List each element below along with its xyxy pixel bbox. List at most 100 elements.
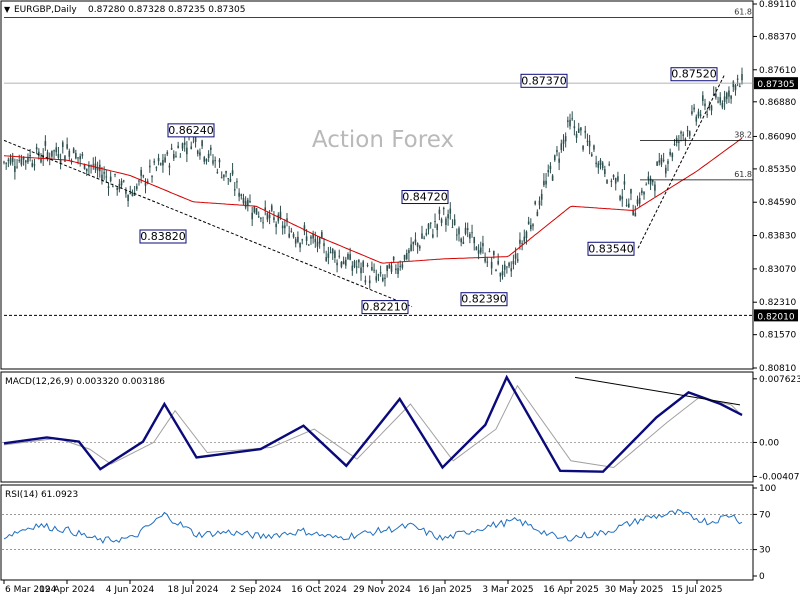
- candle-body: [401, 264, 404, 268]
- candle-body: [466, 228, 469, 230]
- candle-body: [210, 147, 212, 150]
- main-layer: 61.8 38.2 61.8 0.87370 0.87520 0.86240 0.84720…: [3, 8, 753, 316]
- candle-body: [697, 111, 700, 117]
- candle-body: [170, 148, 173, 150]
- candle-body: [397, 268, 399, 275]
- candle-body: [538, 200, 541, 206]
- candle-body: [336, 262, 338, 266]
- price-tick-label: 0.83070: [759, 265, 796, 275]
- rsi-frame: [0, 484, 754, 581]
- candle-body: [438, 209, 441, 214]
- fib-label: 61.8: [734, 170, 752, 179]
- macd-signal-line: [3, 384, 743, 469]
- candle-body: [155, 167, 158, 169]
- candle-body: [199, 152, 201, 156]
- date-tick-label: 16 Jan 2025: [418, 585, 472, 595]
- candle-body: [545, 180, 547, 185]
- date-tick-label: 3 Mar 2025: [482, 585, 533, 595]
- moving-average-line: [3, 137, 743, 264]
- candle-body: [218, 159, 221, 163]
- candle-body: [127, 194, 129, 202]
- candle-body: [24, 160, 27, 163]
- price-label-box: [587, 241, 635, 256]
- candle-body: [129, 192, 132, 194]
- date-tick-label: 29 Nov 2024: [353, 585, 411, 595]
- candle-body: [297, 236, 299, 243]
- candle-body: [665, 167, 667, 174]
- candle-body: [604, 169, 606, 175]
- candle-body: [292, 234, 295, 238]
- candle-body: [730, 95, 732, 99]
- price-label: 0.84720: [402, 191, 448, 204]
- candle-body: [708, 105, 711, 109]
- candle-body: [693, 107, 695, 110]
- candle-body: [630, 188, 632, 194]
- candle-body: [399, 265, 402, 267]
- candle-body: [506, 266, 508, 268]
- candle-body: [162, 159, 164, 166]
- menu-triangle-icon[interactable]: ▼: [4, 5, 11, 14]
- candle-body: [57, 153, 60, 158]
- candle-body: [279, 211, 282, 219]
- candle-body: [449, 208, 452, 214]
- candle-body: [133, 192, 136, 196]
- candle-body: [736, 78, 739, 80]
- rsi-title: RSI(14) 61.0923: [5, 490, 78, 500]
- support-tag-label: 0.82010: [757, 312, 794, 322]
- candle-body: [236, 181, 238, 183]
- candle-body: [140, 169, 142, 176]
- candle-body: [682, 134, 685, 136]
- candle-body: [684, 138, 687, 141]
- candle-body: [432, 234, 434, 238]
- candle-body: [46, 152, 49, 159]
- candle-body: [419, 246, 421, 249]
- candle-body: [462, 241, 465, 244]
- candle-body: [599, 160, 602, 165]
- candle-body: [425, 232, 428, 235]
- candle-body: [116, 187, 119, 190]
- candle-body: [658, 160, 661, 163]
- candle-body: [342, 261, 345, 265]
- candle-body: [734, 85, 737, 91]
- candle-body: [277, 214, 280, 222]
- rsi-line: [3, 508, 743, 544]
- symbol-title: EURGBP,Daily: [14, 5, 77, 15]
- price-tick-label: 0.80810: [759, 364, 796, 374]
- candle-body: [503, 264, 506, 270]
- candle-body: [516, 259, 519, 261]
- price-label: 0.87370: [521, 74, 567, 87]
- candle-body: [59, 159, 62, 164]
- candle-body: [242, 197, 245, 204]
- candle-body: [77, 157, 79, 159]
- candle-body: [543, 180, 545, 186]
- candle-body: [181, 143, 184, 149]
- candle-body: [112, 186, 114, 188]
- candle-body: [231, 170, 234, 175]
- candle-body: [456, 234, 458, 236]
- candle-body: [175, 155, 177, 157]
- candle-body: [68, 150, 71, 157]
- candle-body: [410, 244, 412, 251]
- candle-body: [173, 154, 175, 159]
- candle-body: [299, 243, 301, 248]
- candle-body: [168, 165, 171, 168]
- price-label-box: [167, 123, 215, 138]
- candle-body: [702, 95, 704, 102]
- candle-body: [412, 241, 415, 245]
- candle-body: [445, 218, 447, 225]
- candle-body: [501, 271, 504, 276]
- price-tick-label: 0.85350: [759, 165, 796, 175]
- candle-body: [549, 165, 552, 170]
- candle-body: [584, 130, 587, 133]
- candle-body: [484, 258, 486, 262]
- candle-body: [227, 178, 230, 180]
- candle-body: [641, 190, 643, 194]
- candle-body: [334, 251, 336, 258]
- candle-body: [612, 175, 615, 178]
- candle-body: [22, 157, 25, 160]
- candle-body: [61, 142, 64, 148]
- candle-body: [477, 250, 480, 254]
- candle-body: [190, 146, 193, 149]
- candle-body: [364, 280, 367, 283]
